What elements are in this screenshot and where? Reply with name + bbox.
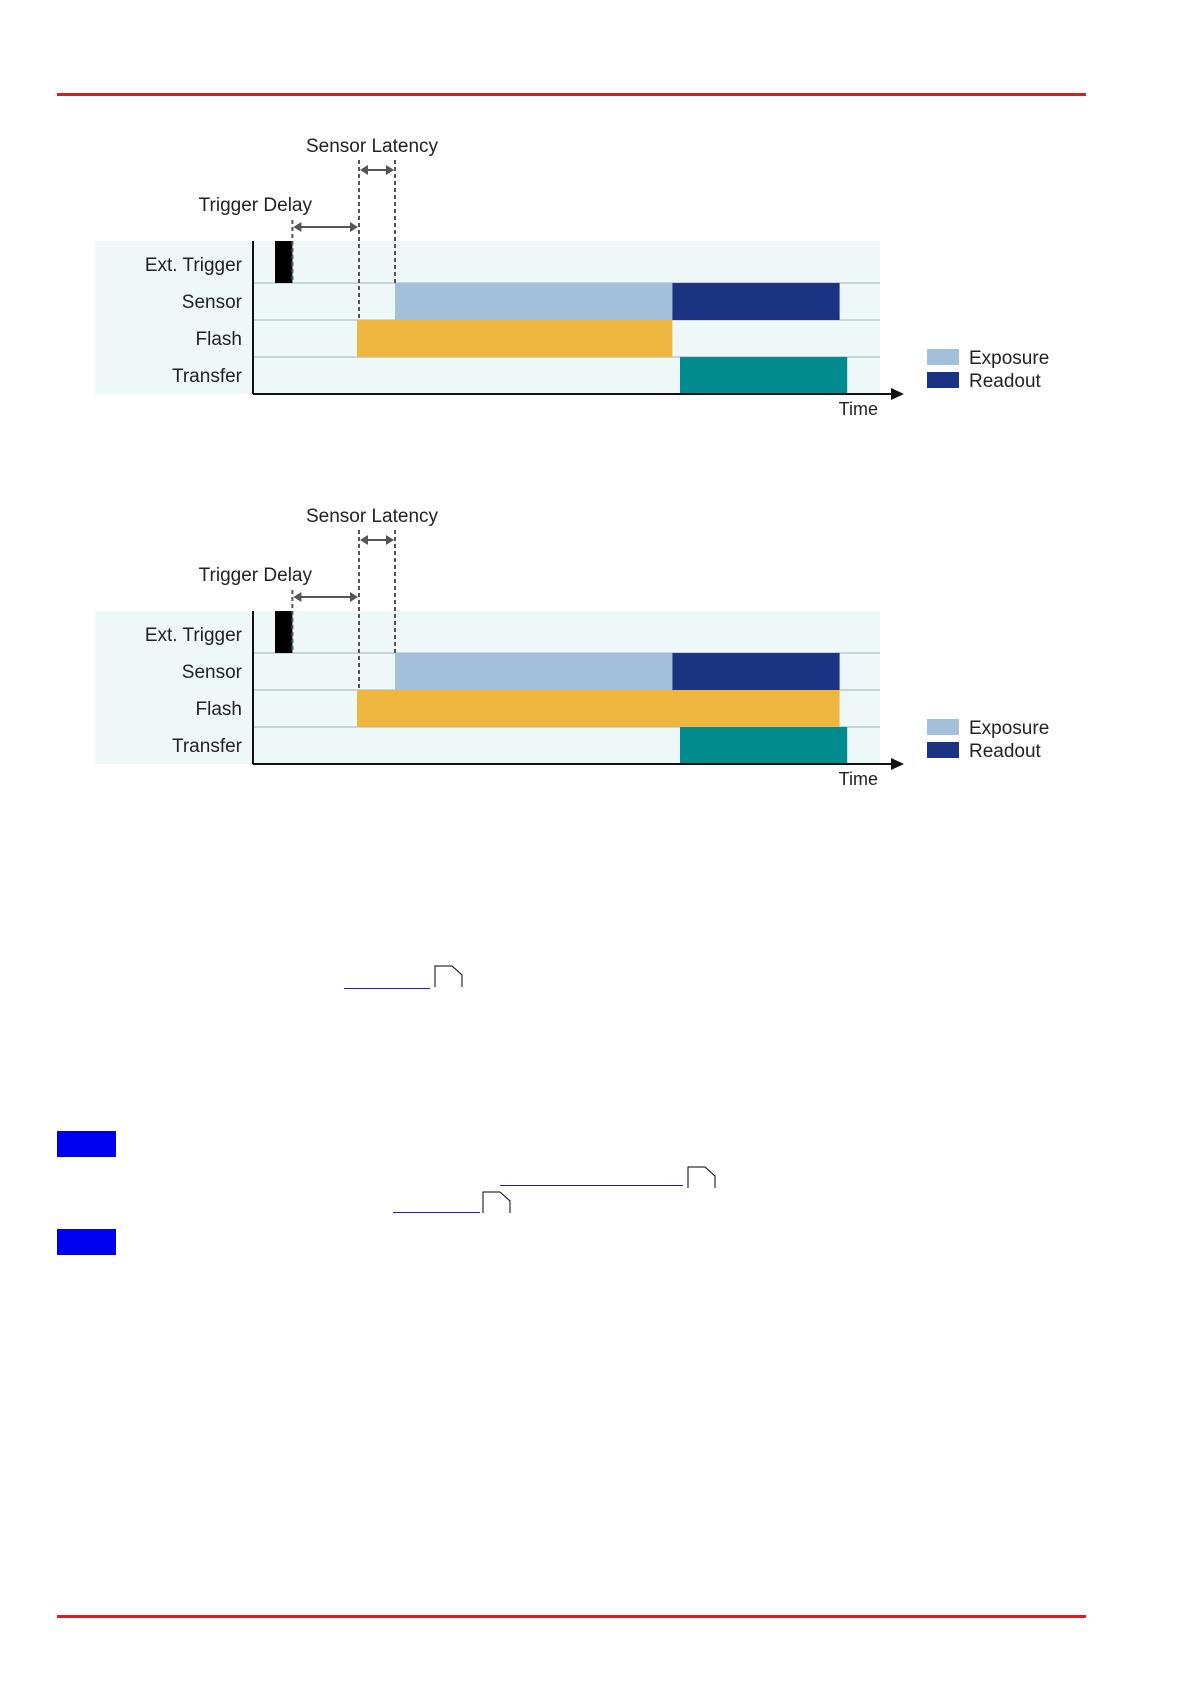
timing-diagram-svg: Time Ext. Trigger Sensor Flash Transfer Senso… [95, 136, 1049, 415]
transfer-bar [680, 727, 848, 764]
row-label: Flash [196, 699, 242, 720]
time-axis-arrow-icon [891, 758, 904, 770]
legend-swatch [927, 742, 959, 758]
page-reference-icon [482, 1191, 511, 1213]
timing-diagram-svg: Time Ext. Trigger Sensor Flash Transfer Senso… [95, 506, 1049, 785]
page-reference-icon [434, 965, 463, 987]
blue-marker-box [57, 1229, 116, 1255]
legend-swatch [927, 719, 959, 735]
sensor-latency-arrow-icon [360, 165, 394, 175]
legend-label: Readout [969, 371, 1042, 392]
link-underline[interactable] [393, 1212, 480, 1213]
link-underline[interactable] [500, 1185, 683, 1186]
legend-swatch [927, 372, 959, 388]
legend-label: Readout [969, 741, 1042, 762]
trigger-delay-arrow-icon [293, 222, 358, 232]
trigger-delay-label: Trigger Delay [199, 565, 313, 586]
trigger-delay-arrow-icon [293, 592, 358, 602]
row-label: Ext. Trigger [145, 255, 243, 276]
blue-marker-box [57, 1131, 116, 1157]
flash-bar [357, 690, 840, 727]
page-reference-icon [687, 1166, 716, 1188]
row-label: Transfer [172, 736, 243, 757]
sensor-exposure-bar [395, 653, 673, 690]
time-axis-arrow-icon [891, 388, 904, 400]
row-label: Sensor [182, 292, 243, 313]
row-label: Sensor [182, 662, 243, 683]
flash-bar [357, 320, 673, 357]
row-label: Transfer [172, 366, 243, 387]
row-label: Flash [196, 329, 242, 350]
sensor-exposure-bar [395, 283, 673, 320]
sensor-latency-label: Sensor Latency [306, 506, 439, 527]
legend-label: Exposure [969, 348, 1049, 369]
trigger-delay-label: Trigger Delay [199, 195, 313, 216]
ext-trigger-pulse [275, 241, 293, 283]
sensor-readout-bar [672, 653, 840, 690]
timing-diagram-1: Time Ext. Trigger Sensor Flash Transfer Senso… [0, 115, 1190, 415]
header-rule [57, 93, 1086, 96]
time-axis-label: Time [839, 399, 878, 415]
ext-trigger-pulse [275, 611, 293, 653]
legend-label: Exposure [969, 718, 1049, 739]
sensor-latency-label: Sensor Latency [306, 136, 439, 157]
transfer-bar [680, 357, 848, 394]
timing-diagram-2: Time Ext. Trigger Sensor Flash Transfer Senso… [0, 485, 1190, 785]
sensor-readout-bar [672, 283, 840, 320]
time-axis-label: Time [839, 769, 878, 785]
row-label: Ext. Trigger [145, 625, 243, 646]
legend-swatch [927, 349, 959, 365]
footer-rule [57, 1615, 1086, 1618]
link-underline[interactable] [344, 988, 430, 989]
sensor-latency-arrow-icon [360, 535, 394, 545]
